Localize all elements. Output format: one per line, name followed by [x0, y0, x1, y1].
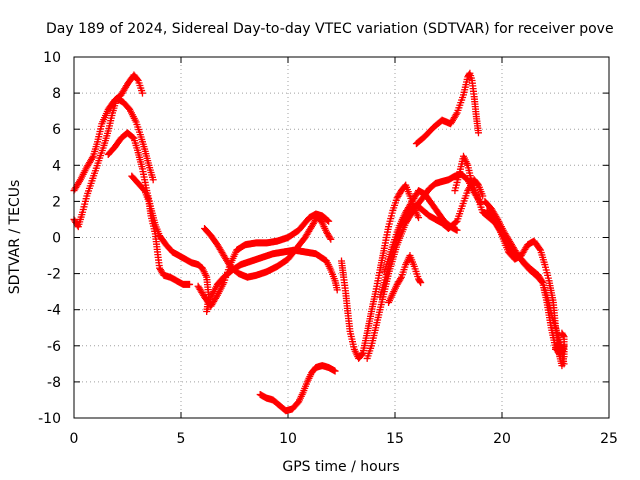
- series-s4: [128, 172, 194, 288]
- y-tick-label: 4: [52, 158, 61, 174]
- y-tick-label: 6: [52, 122, 61, 138]
- y-tick-label: -8: [47, 375, 61, 391]
- data-marks: [70, 69, 568, 415]
- y-tick-label: 10: [43, 50, 61, 66]
- series-s7: [256, 362, 339, 415]
- series-s17: [552, 329, 568, 370]
- data-point: [149, 176, 157, 184]
- y-tick-label: -4: [47, 303, 61, 319]
- data-point: [474, 129, 482, 137]
- y-tick-label: -6: [47, 339, 61, 355]
- series-s12: [380, 187, 461, 276]
- data-point: [536, 245, 544, 253]
- y-tick-label: 0: [52, 231, 61, 247]
- data-point: [358, 350, 366, 358]
- x-tick-label: 5: [177, 431, 186, 447]
- x-tick-label: 25: [600, 431, 618, 447]
- data-point: [327, 235, 335, 243]
- data-point: [415, 214, 423, 222]
- data-point: [397, 275, 405, 283]
- data-point: [331, 367, 339, 375]
- x-tick-label: 15: [386, 431, 404, 447]
- data-point: [559, 330, 567, 338]
- data-point: [538, 278, 546, 286]
- data-point: [333, 286, 341, 294]
- data-point: [186, 280, 194, 288]
- y-tick-label: -2: [47, 267, 61, 283]
- data-point: [129, 133, 137, 141]
- plot-frame: [73, 56, 610, 419]
- y-tick-label: -10: [38, 411, 61, 427]
- data-point: [479, 192, 487, 200]
- tick-labels: 0 5 10 15 20 25 -10 -8 -6 -4 -2 0 2 4 6 8 10: [38, 50, 618, 447]
- series-s1: [70, 71, 146, 195]
- data-point: [558, 329, 566, 337]
- x-axis-label: GPS time / hours: [282, 459, 399, 475]
- data-point: [133, 75, 141, 83]
- data-point: [452, 111, 460, 119]
- data-point: [324, 216, 332, 224]
- series-s2: [70, 95, 157, 231]
- x-tick-label: 20: [493, 431, 511, 447]
- data-point: [453, 226, 461, 234]
- series-s13: [412, 69, 482, 148]
- data-point: [88, 154, 96, 162]
- data-point: [417, 279, 425, 287]
- x-tick-label: 10: [279, 431, 297, 447]
- y-tick-label: 2: [52, 194, 61, 210]
- y-tick-label: 8: [52, 86, 61, 102]
- data-point: [326, 234, 334, 242]
- x-tick-label: 0: [70, 431, 79, 447]
- data-point: [416, 277, 424, 285]
- chart-title: Day 189 of 2024, Sidereal Day-to-day VTE…: [46, 21, 614, 37]
- y-axis-label: SDTVAR / TECUs: [7, 180, 23, 295]
- data-point: [138, 89, 146, 97]
- data-point: [465, 70, 473, 78]
- series-s6: [194, 210, 333, 310]
- data-point: [325, 217, 333, 225]
- series-s11: [385, 252, 425, 306]
